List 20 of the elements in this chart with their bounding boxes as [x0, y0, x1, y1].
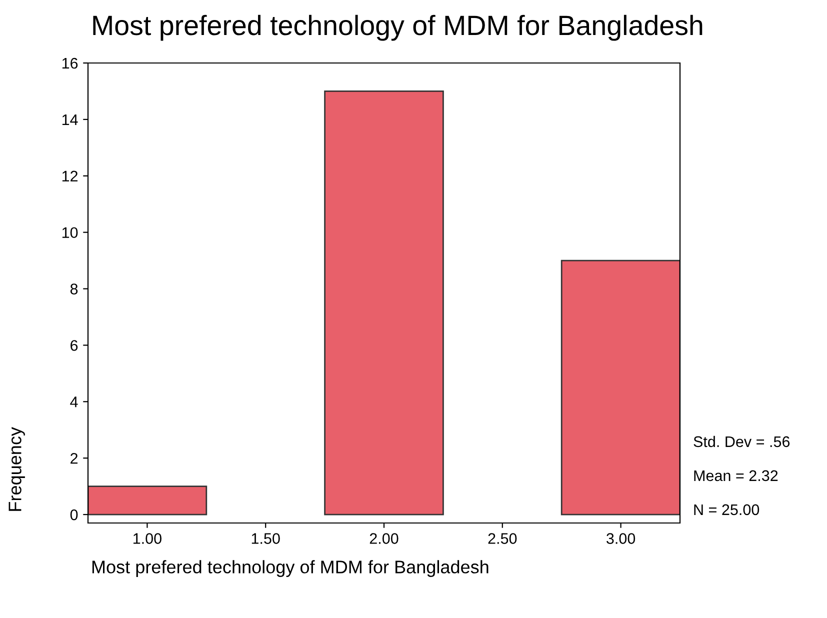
y-tick-label: 10 — [62, 227, 78, 238]
text: Mean = 2.32 — [694, 470, 778, 482]
text: N = 25.00 — [694, 504, 760, 516]
y-tick-label: 6 — [70, 340, 78, 351]
y-tick-label: 16 — [62, 58, 78, 69]
y-tick-label: 4 — [70, 396, 78, 408]
y-tick-label: 0 — [70, 509, 78, 520]
x-tick-label: 2.00 — [370, 533, 398, 544]
x-tick-label: 1.00 — [134, 533, 162, 544]
chart-title: Most prefered technology of MDM for Bangladesh — [93, 14, 702, 41]
y-tick-label: 2 — [70, 452, 78, 464]
y-tick-label: 14 — [62, 114, 78, 125]
x-tick-label: 2.50 — [488, 533, 517, 544]
x-tick-label: 1.50 — [252, 533, 280, 544]
y-tick-label: 8 — [70, 284, 78, 294]
x-axis-title: Most prefered technology of MDM for Bangladesh — [92, 560, 488, 577]
y-axis-title: Frequency — [8, 427, 25, 511]
text: Std. Dev = .56 — [694, 436, 790, 448]
y-tick-label: 12 — [62, 170, 78, 182]
x-tick-label: 3.00 — [606, 533, 636, 544]
